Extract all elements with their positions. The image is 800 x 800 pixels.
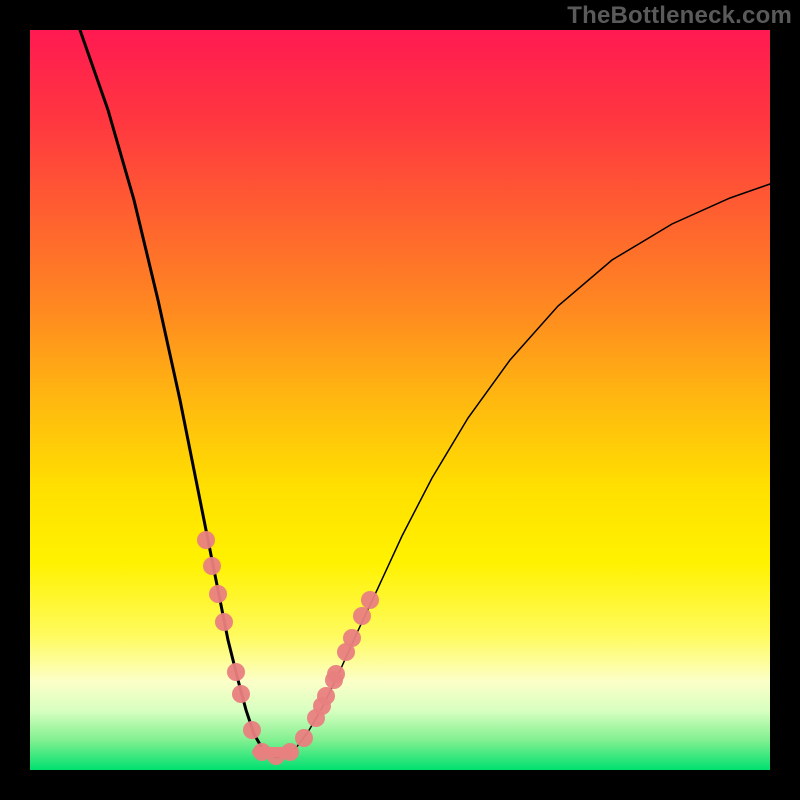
marker-dot — [343, 629, 361, 647]
chart-background — [30, 30, 770, 770]
chart-stage: TheBottleneck.com — [0, 0, 800, 800]
marker-dot — [215, 613, 233, 631]
marker-dot — [243, 721, 261, 739]
marker-dot — [197, 531, 215, 549]
marker-dot — [281, 743, 299, 761]
marker-dot — [317, 687, 335, 705]
marker-dot — [209, 585, 227, 603]
marker-dot — [353, 607, 371, 625]
marker-dot — [227, 663, 245, 681]
marker-dot — [203, 557, 221, 575]
chart-svg — [0, 0, 800, 800]
watermark-text: TheBottleneck.com — [567, 2, 792, 30]
marker-dot — [327, 665, 345, 683]
marker-dot — [361, 591, 379, 609]
marker-dot — [295, 729, 313, 747]
marker-dot — [232, 685, 250, 703]
